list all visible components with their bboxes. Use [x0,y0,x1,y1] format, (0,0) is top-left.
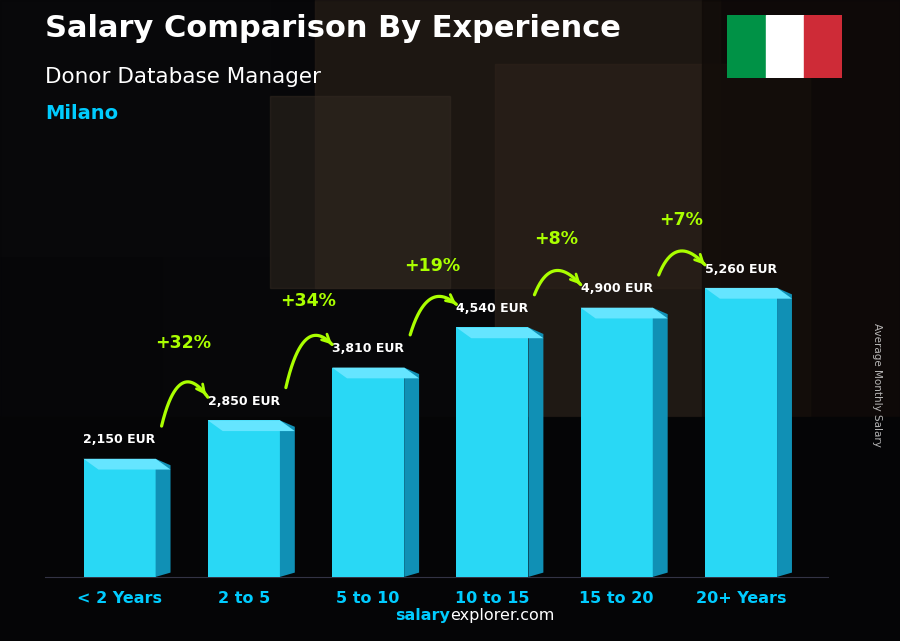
Bar [702,0,900,641]
Polygon shape [528,328,544,577]
Text: explorer.com: explorer.com [450,608,554,623]
Text: 4,900 EUR: 4,900 EUR [580,283,652,296]
Bar [727,15,766,78]
Polygon shape [156,459,170,577]
Text: Average Monthly Salary: Average Monthly Salary [872,322,883,447]
Bar [270,96,450,288]
Polygon shape [280,420,295,577]
Text: 2,150 EUR: 2,150 EUR [84,433,156,447]
Polygon shape [84,459,170,470]
Bar [0,417,900,641]
Text: Salary Comparison By Experience: Salary Comparison By Experience [45,14,621,43]
Polygon shape [404,367,419,577]
Bar [332,367,404,577]
Text: salary: salary [395,608,450,623]
Bar [804,15,842,78]
Bar [580,308,652,577]
Text: +19%: +19% [404,257,460,275]
Text: +32%: +32% [156,334,212,352]
Bar [84,459,156,577]
Text: +8%: +8% [535,230,579,248]
Bar [0,0,162,641]
Polygon shape [580,308,668,319]
Text: 3,810 EUR: 3,810 EUR [332,342,404,355]
Text: +7%: +7% [659,211,703,229]
Bar [705,288,777,577]
Polygon shape [705,288,792,299]
Text: Donor Database Manager: Donor Database Manager [45,67,321,87]
Text: 5,260 EUR: 5,260 EUR [705,263,777,276]
Polygon shape [777,288,792,577]
Polygon shape [652,308,668,577]
Polygon shape [332,367,419,378]
Text: +34%: +34% [280,292,336,310]
Polygon shape [456,328,544,338]
Bar [0,0,270,256]
Bar [208,420,280,577]
Bar [456,328,528,577]
Text: 4,540 EUR: 4,540 EUR [456,302,528,315]
Bar [495,64,810,417]
Bar [766,15,804,78]
Text: 2,850 EUR: 2,850 EUR [208,395,280,408]
Text: Milano: Milano [45,104,118,123]
Polygon shape [208,420,295,431]
Bar [315,0,720,288]
